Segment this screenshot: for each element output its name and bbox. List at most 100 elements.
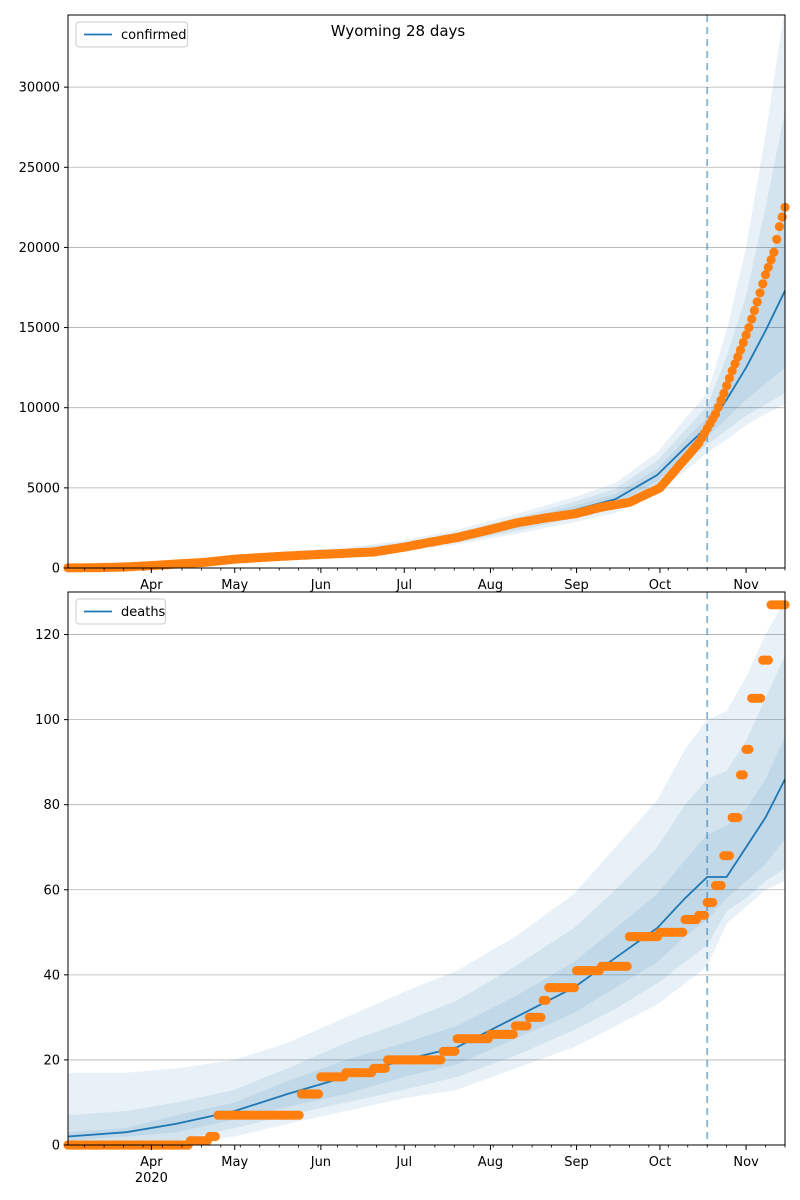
x-year-label: 2020 xyxy=(135,1171,168,1186)
data-point xyxy=(541,995,551,1006)
y-ticks: 0 5000 10000 15000 20000 25000 30000 xyxy=(19,81,68,577)
data-point xyxy=(741,330,751,340)
data-point xyxy=(738,337,748,348)
data-point xyxy=(522,1021,532,1031)
y-tick-label: 120 xyxy=(35,628,60,643)
data-point xyxy=(733,352,743,362)
data-point xyxy=(747,314,757,324)
data-point xyxy=(733,812,743,823)
data-point xyxy=(755,693,766,703)
band-mid xyxy=(68,655,785,1145)
data-point xyxy=(738,770,748,780)
x-tick-label: Apr xyxy=(140,1155,163,1170)
data-point xyxy=(722,381,732,391)
y-tick-label: 5000 xyxy=(27,481,60,496)
data-point xyxy=(210,1131,220,1142)
data-point xyxy=(766,255,776,265)
legend: deaths xyxy=(75,598,166,625)
data-point xyxy=(730,359,740,369)
y-tick-label: 80 xyxy=(43,798,60,813)
data-point xyxy=(763,655,773,665)
axes xyxy=(67,591,786,1146)
data-point xyxy=(716,395,726,405)
x-ticks: Apr May Jun Jul Aug Sep Oct Nov xyxy=(84,568,786,593)
x-tick-label: Jun xyxy=(310,578,331,593)
x-tick-label: Oct xyxy=(649,1155,671,1170)
data-point xyxy=(752,297,762,307)
data-point xyxy=(716,880,726,891)
x-tick-label: Sep xyxy=(564,1155,589,1170)
legend-box xyxy=(75,598,166,625)
axes xyxy=(67,14,786,569)
data-point xyxy=(760,270,771,280)
band-outer xyxy=(68,600,785,1145)
data-point xyxy=(719,388,729,398)
gridlines xyxy=(68,86,785,489)
x-tick-label: Jun xyxy=(310,1155,331,1170)
chart-title: Wyoming 28 days xyxy=(331,22,466,40)
data-point xyxy=(710,409,721,419)
x-ticks: Apr May Jun Jul Aug Sep Oct Nov 2020 xyxy=(84,1145,786,1186)
x-tick-label: Aug xyxy=(478,1155,503,1170)
data-point xyxy=(724,851,735,861)
data-point xyxy=(755,288,765,298)
data-point xyxy=(749,305,760,316)
data-point xyxy=(735,345,746,355)
data-point xyxy=(744,744,754,755)
x-tick-label: Aug xyxy=(478,578,503,593)
x-tick-label: Sep xyxy=(564,578,589,593)
y-tick-label: 0 xyxy=(52,1139,60,1154)
x-tick-label: Nov xyxy=(733,578,759,593)
y-tick-label: 100 xyxy=(35,713,60,728)
x-tick-label: Oct xyxy=(649,578,671,593)
data-point xyxy=(622,961,632,971)
data-point xyxy=(774,222,785,232)
x-tick-label: Apr xyxy=(140,578,163,593)
data-point xyxy=(536,1012,546,1023)
data-point xyxy=(313,1089,324,1099)
legend-box xyxy=(75,21,189,48)
plot-frame xyxy=(67,591,786,1146)
gridlines xyxy=(68,634,785,1061)
data-point xyxy=(699,910,710,920)
legend-label: deaths xyxy=(121,605,166,620)
y-tick-label: 0 xyxy=(52,562,60,577)
data-point xyxy=(294,1110,304,1120)
x-tick-label: May xyxy=(221,1155,248,1170)
data-point xyxy=(772,234,782,244)
y-tick-label: 25000 xyxy=(19,161,60,176)
data-point xyxy=(450,1046,460,1056)
legend: confirmed xyxy=(75,21,189,48)
data-point xyxy=(769,247,779,257)
data-point xyxy=(436,1055,446,1065)
confirmed-chart: 0 5000 10000 15000 20000 25000 30000 Apr May Jun… xyxy=(19,14,790,593)
data-point xyxy=(758,279,768,289)
x-tick-label: Nov xyxy=(733,1155,759,1170)
data-point xyxy=(744,323,754,333)
y-tick-label: 40 xyxy=(43,968,60,983)
data-point xyxy=(763,262,773,272)
data-point xyxy=(380,1063,390,1073)
y-tick-label: 10000 xyxy=(19,401,60,416)
data-point xyxy=(727,366,737,376)
y-tick-label: 20000 xyxy=(19,241,60,256)
data-point xyxy=(708,897,718,908)
data-point xyxy=(508,1029,518,1039)
data-point xyxy=(678,927,688,937)
y-tick-label: 30000 xyxy=(19,81,60,96)
plot-frame xyxy=(67,14,786,569)
deaths-chart: 0 20 40 60 80 100 120 Apr May Jun Jul Aug Sep Oct Nov… xyxy=(35,591,790,1186)
data-point xyxy=(569,983,579,993)
y-tick-label: 20 xyxy=(43,1053,60,1068)
y-tick-label: 15000 xyxy=(19,321,60,336)
legend-label: confirmed xyxy=(121,28,187,43)
y-tick-label: 60 xyxy=(43,883,60,898)
y-ticks: 0 20 40 60 80 100 120 xyxy=(35,628,68,1154)
x-tick-label: May xyxy=(221,578,248,593)
x-tick-label: Jul xyxy=(395,1155,412,1170)
data-point xyxy=(713,402,723,412)
x-tick-label: Jul xyxy=(395,578,412,593)
observed-points xyxy=(63,202,790,573)
data-point xyxy=(724,373,735,383)
